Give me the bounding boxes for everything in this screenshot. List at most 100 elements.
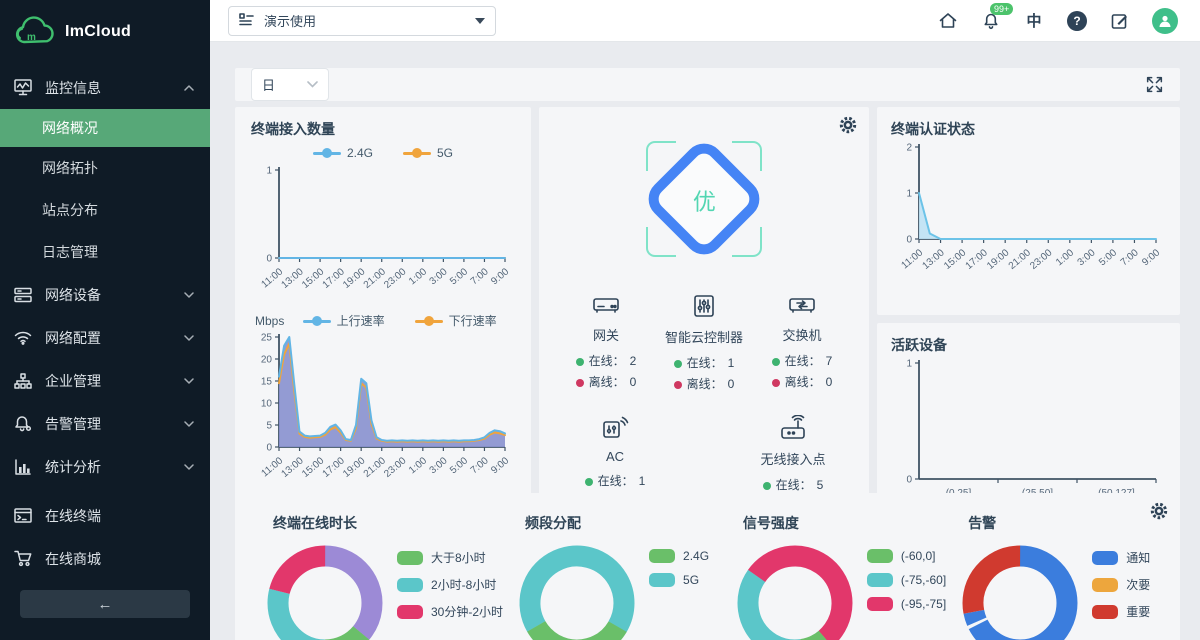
home-icon[interactable] [937, 10, 959, 32]
legend-item-5g[interactable]: 5G [403, 146, 453, 160]
grade-text: 优 [692, 188, 716, 214]
online-stat: 在线： 1 [673, 353, 734, 374]
legend-item[interactable]: 重要 [1092, 603, 1150, 620]
sidebar-item-monitoring[interactable]: 监控信息 [0, 66, 210, 109]
sidebar-item-online-terminals[interactable]: 在线终端 [0, 494, 210, 537]
device-name: 交换机 [782, 328, 822, 343]
main-area: 演示使用 99+ 中 ? 日 [210, 0, 1200, 640]
dashboard-row-2: 终端在线时长 大于8小时 2小时-8小时 30分钟-2小时 频段分配 2.4G [235, 493, 1180, 640]
legend-item[interactable]: 5G [649, 573, 709, 587]
sidebar-nav: 监控信息 网络概况 网络拓扑 站点分布 日志管理 网络设备 网络配置 企业管理 [0, 66, 210, 580]
alarms-title: 告警 [968, 515, 997, 531]
online-stat: 在线： 1 [584, 471, 645, 492]
wifi-icon [14, 329, 32, 347]
legend-label: 上行速率 [336, 314, 385, 328]
chevron-down-icon [184, 377, 194, 384]
legend-item[interactable]: 次要 [1092, 576, 1150, 593]
svg-text:0: 0 [906, 235, 912, 246]
legend-item-downlink[interactable]: 下行速率 [414, 312, 497, 329]
sidebar-item-network-overview[interactable]: 网络概况 [0, 109, 210, 147]
device-name: 无线接入点 [760, 452, 826, 467]
svg-text:0: 0 [266, 443, 272, 454]
legend-item[interactable]: (-60,0] [866, 549, 946, 563]
rate-unit-label: Mbps [255, 313, 285, 328]
active-devices-title: 活跃设备 [891, 337, 947, 353]
legend-item-24g[interactable]: 2.4G [312, 146, 373, 160]
legend-item[interactable]: 大于8小时 [397, 549, 503, 566]
language-toggle[interactable]: 中 [1026, 13, 1042, 30]
sidebar-item-network-devices[interactable]: 网络设备 [0, 273, 210, 316]
svg-text:11:00: 11:00 [260, 266, 286, 290]
sidebar-item-statistics[interactable]: 统计分析 [0, 445, 210, 488]
network-status-panel: 优 网关 在线： 2 离线： 0 智能云控制器 [539, 107, 869, 531]
org-selector[interactable]: 演示使用 [228, 5, 496, 36]
svg-text:19:00: 19:00 [341, 455, 368, 480]
online-stat: 在线： 5 [762, 475, 823, 496]
health-grade-widget: 优 [640, 135, 768, 263]
legend-item[interactable]: 通知 [1092, 549, 1150, 566]
svg-text:0: 0 [906, 475, 912, 486]
ac-icon [600, 415, 630, 441]
sub-item-label: 日志管理 [42, 244, 98, 260]
alarms-legend: 通知 次要 重要 [1092, 549, 1150, 640]
device-cloud-controller: 智能云控制器 在线： 1 离线： 0 [659, 293, 749, 395]
terminal-icon [14, 507, 32, 525]
chevron-up-icon [184, 84, 194, 91]
sidebar-item-label: 企业管理 [45, 372, 101, 389]
svg-text:10: 10 [261, 399, 273, 410]
user-avatar[interactable] [1152, 7, 1178, 34]
sidebar-item-alarm-management[interactable]: 告警管理 [0, 402, 210, 445]
server-icon [14, 286, 32, 304]
app-logo[interactable]: m ImCloud [0, 0, 210, 56]
online-duration-donut [265, 543, 385, 640]
sidebar-item-label: 监控信息 [45, 79, 101, 96]
settings-gear-icon[interactable] [1150, 502, 1168, 520]
access-point-icon [777, 415, 809, 441]
sidebar-item-enterprise[interactable]: 企业管理 [0, 359, 210, 402]
legend-item[interactable]: (-75,-60] [866, 573, 946, 587]
sidebar-item-log-management[interactable]: 日志管理 [0, 231, 210, 273]
sidebar-item-label: 在线商城 [45, 550, 101, 567]
legend-item[interactable]: 2小时-8小时 [397, 576, 503, 593]
online-duration-legend: 大于8小时 2小时-8小时 30分钟-2小时 [397, 549, 503, 640]
svg-text:17:00: 17:00 [321, 266, 348, 291]
legend-item[interactable]: (-95,-75] [866, 597, 946, 611]
settings-gear-icon[interactable] [839, 116, 857, 134]
sub-item-label: 站点分布 [42, 202, 98, 218]
sidebar-collapse-button[interactable]: ← [20, 590, 190, 618]
svg-text:7:00: 7:00 [1119, 247, 1141, 268]
feedback-edit-icon[interactable] [1109, 10, 1131, 32]
gateway-icon [591, 293, 621, 317]
topbar: 演示使用 99+ 中 ? [210, 0, 1200, 42]
offline-stat: 离线：0 [575, 372, 636, 393]
legend-item[interactable]: 2.4G [649, 549, 709, 563]
svg-text:1: 1 [906, 189, 912, 200]
notifications-bell-icon[interactable]: 99+ [980, 2, 1014, 32]
fullscreen-icon[interactable] [1145, 75, 1164, 94]
signal-strength-title: 信号强度 [742, 515, 799, 531]
monitor-icon [14, 79, 32, 97]
help-icon[interactable]: ? [1066, 10, 1088, 32]
svg-text:1: 1 [266, 166, 272, 177]
rate-chart-header: Mbps 上行速率 下行速率 [251, 312, 515, 329]
period-select[interactable]: 日 [251, 68, 329, 101]
svg-text:21:00: 21:00 [362, 266, 389, 291]
svg-text:1:00: 1:00 [407, 266, 429, 287]
sidebar-item-network-topology[interactable]: 网络拓扑 [0, 147, 210, 189]
sidebar-item-label: 网络设备 [45, 286, 101, 303]
sidebar-item-online-store[interactable]: 在线商城 [0, 537, 210, 580]
sub-item-label: 网络概况 [42, 120, 98, 136]
band-allocation-legend: 2.4G 5G [649, 549, 709, 640]
svg-text:1:00: 1:00 [1054, 247, 1076, 268]
svg-text:0: 0 [266, 254, 272, 265]
legend-item[interactable]: 30分钟-2小时 [397, 603, 503, 620]
rate-chart: 0 5 10 15 20 25 11:00 13:00 15:00 17:00 19:00 21:00… [251, 329, 515, 497]
sidebar-item-label: 统计分析 [45, 458, 101, 475]
sidebar-item-site-distribution[interactable]: 站点分布 [0, 189, 210, 231]
device-name: 智能云控制器 [664, 330, 743, 345]
svg-text:15:00: 15:00 [300, 455, 327, 480]
svg-text:17:00: 17:00 [321, 455, 348, 480]
chevron-down-icon [184, 420, 194, 427]
sidebar-item-network-config[interactable]: 网络配置 [0, 316, 210, 359]
legend-item-uplink[interactable]: 上行速率 [302, 312, 385, 329]
